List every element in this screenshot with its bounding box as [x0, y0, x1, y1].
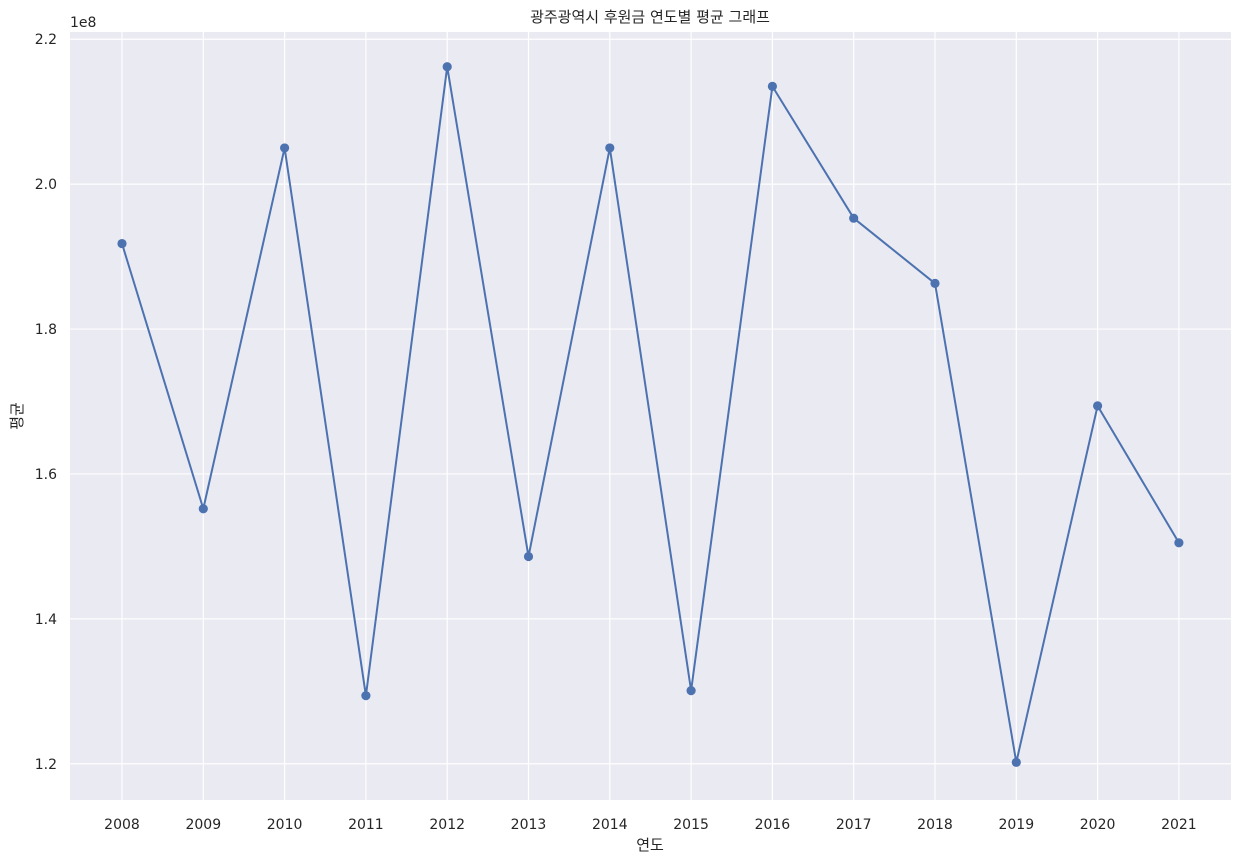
data-point [1093, 401, 1103, 411]
y-tick-label: 1.2 [35, 757, 57, 773]
x-tick-label: 2008 [104, 817, 140, 833]
data-point [361, 691, 371, 701]
data-point [198, 504, 208, 514]
x-tick-label: 2020 [1080, 817, 1116, 833]
data-point [767, 81, 778, 91]
data-point [442, 62, 452, 72]
x-tick-label: 2009 [185, 817, 221, 833]
y-offset-label: 1e8 [70, 15, 96, 31]
data-point [605, 143, 615, 153]
x-tick-label: 2015 [673, 817, 709, 833]
data-point [117, 238, 127, 249]
x-tick-label: 2010 [267, 817, 303, 833]
x-tick-label: 2011 [348, 817, 384, 833]
x-tick-label: 2019 [998, 817, 1034, 833]
chart-title: 광주광역시 후원금 연도별 평균 그래프 [530, 8, 770, 26]
data-point [849, 213, 859, 223]
data-point [930, 278, 940, 289]
tick-labels: 2008 2009 2010 2011 2012 2013 2014 2015 2016 2017… [35, 32, 1197, 833]
y-axis-label: 평균 [8, 402, 26, 430]
y-tick-label: 2.2 [35, 32, 57, 48]
grid [70, 32, 1231, 800]
y-tick-label: 1.8 [35, 322, 57, 338]
x-tick-label: 2014 [592, 817, 628, 833]
x-tick-label: 2021 [1161, 817, 1197, 833]
series-layer [117, 62, 1184, 767]
series-line [121, 65, 1180, 764]
data-point [1011, 757, 1021, 767]
y-tick-label: 2.0 [35, 177, 57, 193]
data-point [523, 551, 534, 562]
x-axis-label: 연도 [636, 836, 664, 854]
x-tick-label: 2012 [429, 817, 465, 833]
x-tick-label: 2013 [511, 817, 547, 833]
data-point [280, 143, 290, 153]
y-tick-label: 1.4 [35, 612, 57, 628]
data-point [1174, 538, 1184, 548]
data-point [686, 685, 696, 696]
x-tick-label: 2016 [755, 817, 791, 833]
x-tick-label: 2018 [917, 817, 953, 833]
y-tick-label: 1.6 [35, 467, 57, 483]
x-tick-label: 2017 [836, 817, 872, 833]
